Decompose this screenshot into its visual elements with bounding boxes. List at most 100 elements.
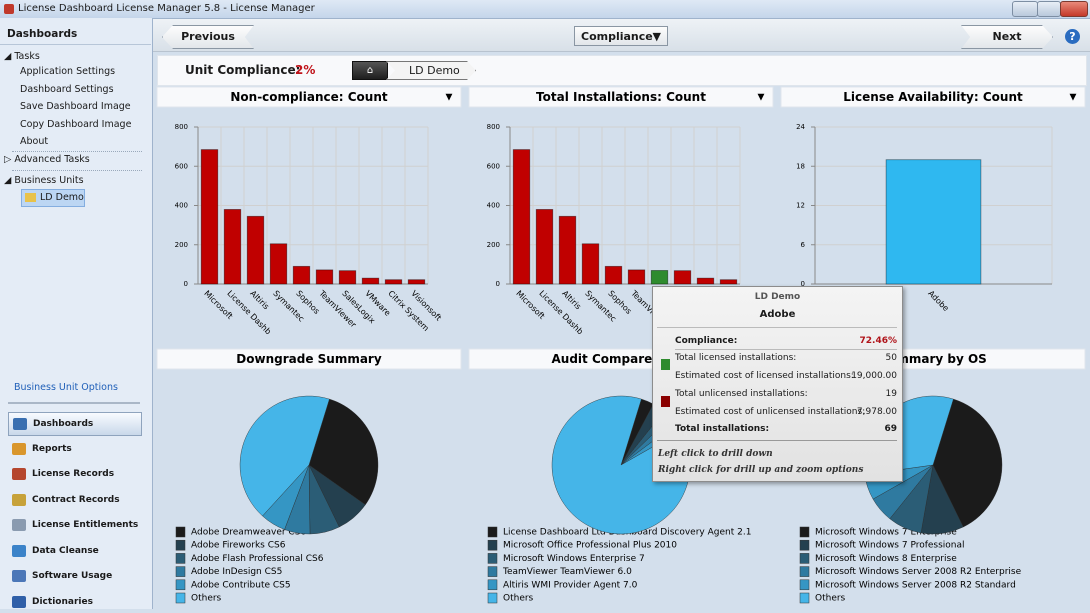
nav-label: Data Cleanse	[32, 546, 99, 556]
legend-label: Microsoft Windows Server 2008 R2 Standar…	[815, 580, 1016, 590]
task-link[interactable]: About	[20, 136, 49, 147]
close-button[interactable]	[1060, 1, 1088, 17]
nav-item[interactable]: Dashboards	[8, 412, 142, 436]
bar	[361, 277, 380, 285]
nav-icon	[13, 418, 27, 430]
nav-label: Dashboards	[33, 419, 94, 429]
nav-icon	[12, 519, 26, 531]
nav-icon	[12, 596, 26, 608]
business-unit-options[interactable]: Business Unit Options	[14, 382, 118, 393]
group-label: Advanced Tasks	[14, 154, 90, 165]
pie-slice	[239, 395, 330, 517]
breadcrumb[interactable]: LD Demo	[386, 61, 476, 80]
nav-label: License Records	[32, 469, 115, 479]
bar	[315, 269, 334, 285]
chart-title-panel	[156, 86, 462, 108]
help-button[interactable]: ?	[1065, 29, 1080, 44]
tasks-group[interactable]: ◢ Tasks	[4, 51, 40, 62]
next-button[interactable]: Next	[961, 25, 1053, 49]
legend-swatch	[799, 566, 810, 577]
legend-label: Others	[815, 594, 846, 604]
task-link[interactable]: Application Settings	[20, 66, 116, 77]
tooltip-row: Total unlicensed installations: 19	[675, 389, 897, 399]
tooltip: LD Demo Adobe Compliance: 72.46% Total li…	[652, 286, 903, 482]
legend-swatch	[487, 526, 498, 538]
legend-swatch	[175, 539, 186, 551]
divider	[675, 349, 897, 350]
y-tick-label: 400	[487, 202, 500, 210]
bar	[384, 279, 403, 285]
business-units-group[interactable]: ◢ Business Units	[4, 175, 84, 186]
tooltip-row: Compliance: 72.46%	[675, 336, 897, 346]
row-value: 72.46%	[859, 336, 898, 346]
unit-compliance-label: Unit Compliance:	[185, 63, 301, 77]
previous-button[interactable]: Previous	[162, 25, 254, 49]
pie-slice	[932, 398, 1003, 528]
legend-label: Adobe Dreamweaver CS6	[191, 528, 306, 538]
nav-icon	[12, 443, 26, 455]
divider	[12, 170, 142, 171]
nav-icon	[12, 494, 26, 506]
nav-label: Dictionaries	[32, 597, 93, 607]
divider	[657, 327, 897, 328]
nav-item[interactable]: License Entitlements	[8, 514, 140, 536]
row-value: 7,978.00	[856, 407, 897, 417]
legend-label: Adobe Flash Professional CS6	[191, 554, 324, 564]
legend-label: Microsoft Office Professional Plus 2010	[503, 541, 677, 551]
y-tick-label: 0	[496, 280, 500, 288]
legend-swatch	[175, 526, 186, 538]
nav-item[interactable]: License Records	[8, 463, 140, 485]
folder-icon	[25, 193, 36, 202]
chart-title-panel	[468, 86, 774, 108]
nav-item[interactable]: Dictionaries	[8, 591, 140, 613]
row-value: 19	[885, 389, 897, 399]
nav-item[interactable]: Software Usage	[8, 565, 140, 587]
nav-item[interactable]: Reports	[8, 438, 140, 460]
legend-swatch	[487, 566, 498, 577]
home-button[interactable]: ⌂	[352, 61, 388, 80]
x-tick-label: Adobe	[926, 289, 950, 313]
selected-unit[interactable]: LD Demo	[21, 189, 85, 207]
group-label: Business Units	[14, 175, 84, 186]
bar	[246, 215, 265, 285]
task-link[interactable]: Save Dashboard Image	[20, 101, 131, 112]
dropdown-arrow: ▼	[758, 93, 765, 103]
legend-swatch	[487, 579, 498, 591]
task-link[interactable]: Dashboard Settings	[20, 84, 114, 95]
pie-slice	[551, 395, 691, 535]
row-label: Total unlicensed installations:	[675, 389, 808, 399]
bar	[696, 277, 715, 285]
nav-item[interactable]: Data Cleanse	[8, 540, 140, 562]
dropdown-arrow: ▼	[652, 30, 661, 43]
nav-item[interactable]: Contract Records	[8, 489, 140, 511]
y-tick-label: 600	[175, 162, 188, 170]
y-tick-label: 800	[487, 123, 500, 131]
bar	[581, 243, 600, 285]
tooltip-title: LD Demo	[754, 292, 801, 302]
row-value: 69	[884, 424, 897, 434]
nav-label: Software Usage	[32, 571, 113, 581]
task-link[interactable]: Copy Dashboard Image	[20, 119, 132, 130]
legend-label: Microsoft Windows 7 Professional	[815, 541, 965, 551]
divider	[0, 44, 151, 45]
row-value: 50	[885, 353, 897, 363]
legend-label: Others	[503, 594, 534, 604]
legend-label: Microsoft Windows Enterprise 7	[503, 554, 645, 564]
view-dropdown[interactable]: Compliance ▼	[574, 26, 668, 46]
y-tick-label: 12	[796, 202, 805, 210]
row-label: Total installations:	[675, 424, 770, 434]
legend-swatch	[799, 579, 810, 591]
bar	[223, 209, 242, 285]
row-label: Estimated cost of licensed installations…	[675, 371, 854, 381]
chart-title: Total Installations: Count	[536, 90, 706, 104]
advanced-tasks[interactable]: ▷ Advanced Tasks	[4, 154, 90, 165]
y-tick-label: 0	[801, 280, 805, 288]
bar	[558, 215, 577, 285]
row-label: Total licensed installations:	[675, 353, 797, 363]
legend-label: Adobe Fireworks CS6	[191, 541, 286, 551]
x-tick-label: Citrix System	[386, 289, 430, 333]
nav-label: Reports	[32, 444, 72, 454]
dropdown-arrow: ▼	[1070, 93, 1077, 103]
y-tick-label: 600	[487, 162, 500, 170]
